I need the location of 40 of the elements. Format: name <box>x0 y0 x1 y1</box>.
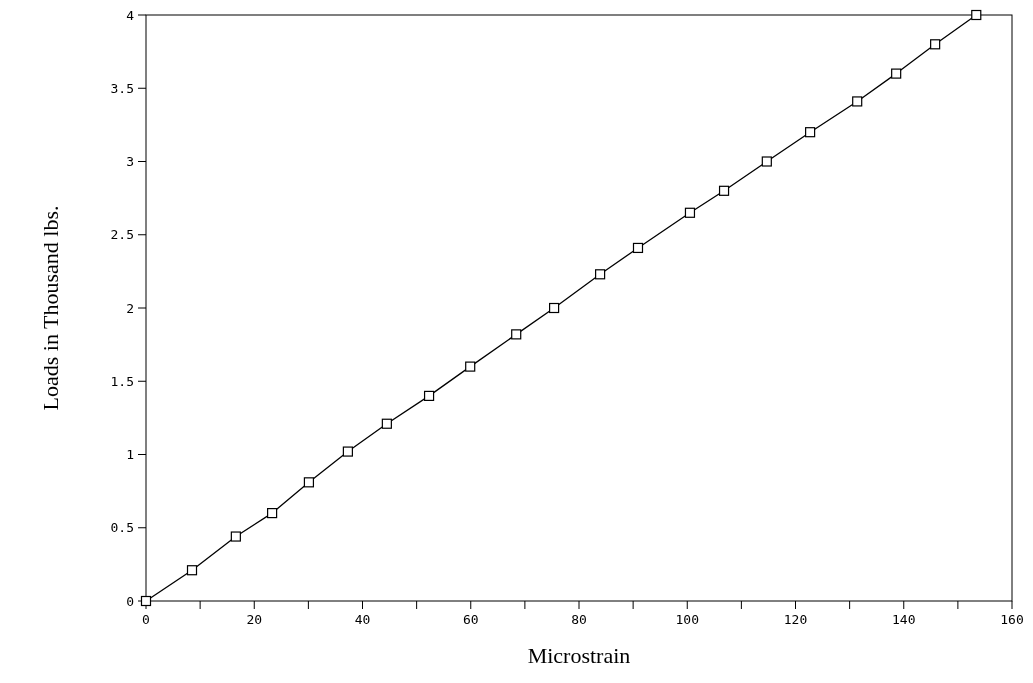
y-tick-label: 1.5 <box>110 373 134 389</box>
point <box>718 185 730 196</box>
point <box>805 127 816 138</box>
point <box>267 508 278 519</box>
y-axis-title: Loads in Thousand lbs. <box>38 205 63 411</box>
y-tick-label: 0 <box>126 593 134 609</box>
point <box>423 390 435 401</box>
x-tick-label: 160 <box>1000 612 1024 627</box>
point <box>930 39 941 50</box>
point <box>230 531 241 542</box>
y-tick-label: 0.5 <box>110 520 134 536</box>
y-tick-label: 3.5 <box>110 80 134 96</box>
x-tick-label: 80 <box>571 612 587 627</box>
point <box>852 96 863 107</box>
point <box>342 446 353 457</box>
point <box>303 477 315 488</box>
x-tick-label: 40 <box>354 612 371 627</box>
point <box>186 565 198 576</box>
y-tick-label: 3 <box>126 154 134 170</box>
point <box>632 242 644 254</box>
point <box>761 156 772 167</box>
point <box>971 9 982 21</box>
x-tick-label: 20 <box>246 612 263 627</box>
y-tick-label: 4 <box>126 7 135 23</box>
point <box>684 207 696 218</box>
point <box>465 361 476 372</box>
point <box>891 68 902 79</box>
point <box>549 302 560 314</box>
point <box>511 329 522 340</box>
y-tick-label: 2 <box>126 300 134 316</box>
point <box>595 269 606 280</box>
x-axis-title: Microstrain <box>527 643 631 668</box>
x-tick-label: 140 <box>892 612 916 627</box>
x-tick-label: 0 <box>142 612 150 627</box>
y-tick-label: 2.5 <box>110 227 134 243</box>
y-tick-label: 1 <box>126 447 134 463</box>
x-tick-label: 120 <box>783 612 808 627</box>
x-tick-label: 60 <box>462 612 479 627</box>
point <box>381 418 392 429</box>
x-tick-label: 100 <box>675 612 699 627</box>
